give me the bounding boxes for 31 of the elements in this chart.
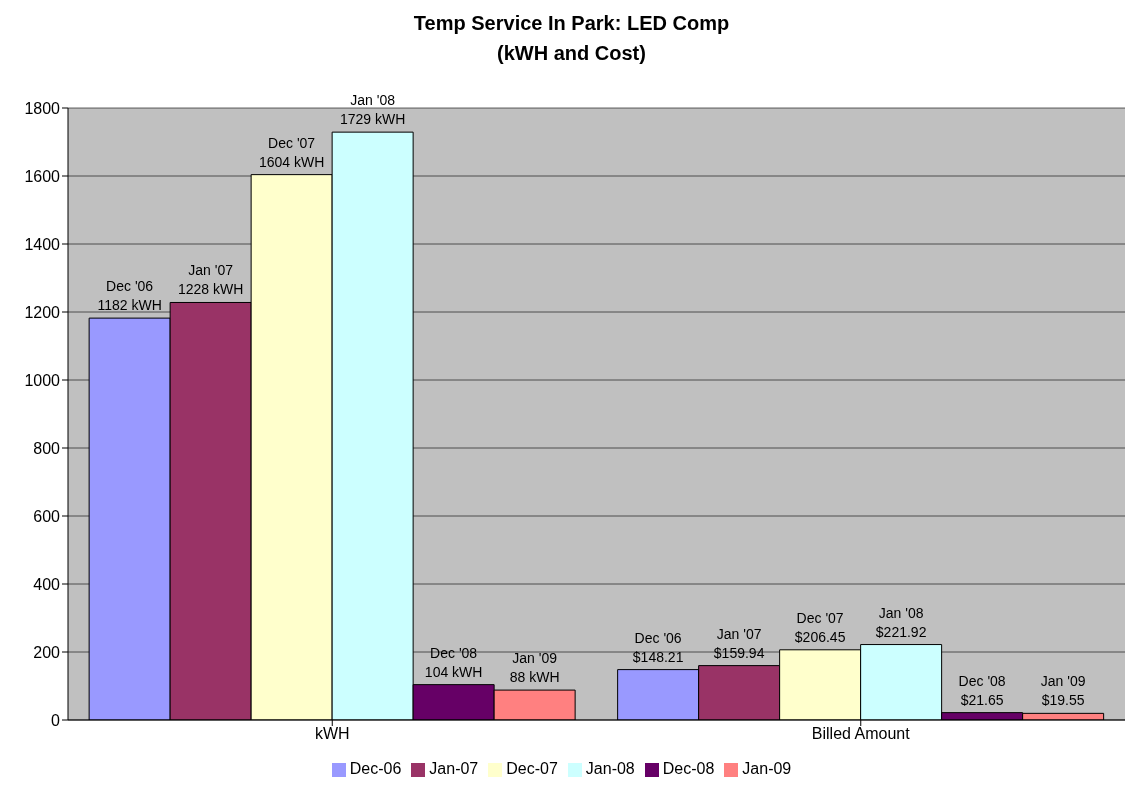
legend-label: Jan-09 [742,760,792,777]
legend-label: Dec-07 [506,760,558,777]
data-label: Jan '09 88 kWH [509,650,560,686]
data-label: Jan '09 $19.55 [1040,673,1086,709]
legend-label: Jan-08 [585,760,635,777]
data-label: Dec '08 $21.65 [958,672,1006,708]
y-tick-label: 1200 [24,303,61,321]
data-label: Dec '06 $148.21 [632,629,684,665]
data-label: Jan '07 1228 kWH [177,262,244,298]
legend-label: Dec-06 [349,760,402,777]
y-tick-label: 600 [33,507,61,525]
data-label: Dec '08 104 kWH [424,644,483,680]
data-label: Jan '08 1729 kWH [339,92,406,128]
y-tick-label: 1400 [24,235,61,253]
y-tick-label: 1600 [24,167,61,185]
chart-title: Temp Service In Park: LED Comp (kWH and Cost) [412,11,731,66]
x-tick-label: kWH [314,725,350,743]
x-tick-label: Billed Amount [811,725,911,743]
data-label: Dec '07 $206.45 [794,609,846,645]
y-tick-label: 800 [33,439,61,457]
y-tick-label: 1000 [24,371,61,389]
data-label: Jan '08 $221.92 [875,604,927,640]
y-tick-label: 1800 [24,99,61,117]
data-label: Jan '07 $159.94 [713,625,765,661]
data-label: Dec '06 1182 kWH [97,278,162,314]
legend-label: Dec-08 [662,760,715,777]
legend-label: Jan-07 [429,760,479,777]
y-tick-label: 400 [33,575,61,593]
data-label: Dec '07 1604 kWH [258,134,325,170]
y-tick-label: 0 [51,711,61,729]
y-tick-label: 200 [33,643,61,661]
